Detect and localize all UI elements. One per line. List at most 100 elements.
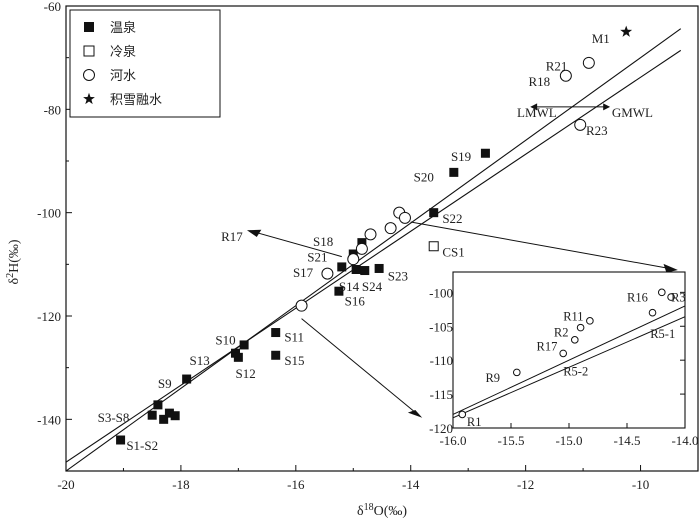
point-label: S9 — [158, 376, 172, 391]
lmwl-arrowhead — [530, 103, 538, 111]
point-label: S20 — [414, 170, 434, 185]
inset-point — [513, 368, 521, 377]
point-open-circle — [364, 228, 377, 241]
gmwl-arrowhead — [603, 103, 611, 111]
point-open-circle — [384, 222, 397, 235]
point-filled-square — [147, 410, 157, 420]
inset-point — [571, 336, 579, 344]
point-open-circle — [398, 211, 411, 224]
point-filled-square — [357, 238, 367, 248]
x-tick-label: -14 — [402, 477, 420, 492]
point-filled-square — [182, 374, 192, 384]
inset-point-label: R16 — [627, 290, 648, 304]
inset-x-tick-label: -16.0 — [439, 433, 466, 448]
y-tick-label: -100 — [37, 206, 61, 221]
y-tick-label: -80 — [44, 102, 61, 117]
inset-y-tick-label: -120 — [429, 421, 453, 436]
point-filled-square — [334, 286, 344, 296]
legend-label: 温泉 — [110, 20, 136, 36]
point-open-square — [428, 241, 439, 252]
point-label: S15 — [284, 353, 304, 368]
inset-point-label: R5-1 — [650, 327, 675, 341]
point-label: R17 — [221, 229, 243, 244]
r17-arrow-shaft — [249, 230, 342, 258]
point-label: S18 — [313, 234, 333, 249]
point-label: S10 — [215, 332, 235, 347]
point-label: S23 — [388, 269, 408, 284]
legend-label: 积雪融水 — [110, 93, 162, 108]
point-label: S19 — [451, 149, 471, 164]
point-filled-square — [271, 350, 281, 360]
point-filled-square — [170, 411, 180, 421]
point-label: R23 — [586, 123, 608, 138]
point-filled-square — [449, 167, 459, 177]
inset-y-tick-label: -115 — [430, 387, 453, 402]
inset-point-label: R5-2 — [563, 364, 588, 378]
point-open-circle — [582, 56, 595, 69]
point-filled-square — [271, 328, 281, 338]
point-filled-square — [233, 352, 243, 362]
inset-point — [667, 293, 675, 301]
inset-x-tick-label: -14.0 — [671, 433, 698, 448]
line-gmwl — [66, 28, 682, 471]
point-label: S11 — [284, 330, 304, 345]
y-axis-title: δ2H(‰) — [5, 239, 23, 284]
legend-marker — [83, 69, 95, 81]
point-filled-square — [351, 265, 361, 274]
point-filled-square — [116, 435, 126, 445]
point-open-circle — [347, 253, 360, 266]
point-filled-square — [429, 208, 439, 218]
point-label: R18 — [529, 74, 551, 89]
inset-x-tick-label: -15.5 — [497, 433, 524, 448]
point-label: GMWL — [612, 105, 653, 120]
point-label: S21 — [307, 250, 327, 265]
point-star — [620, 25, 633, 37]
x-tick-label: -20 — [57, 477, 74, 492]
inset-arrow-bottom — [301, 318, 420, 417]
point-label: S17 — [293, 265, 314, 280]
point-filled-square — [360, 266, 370, 276]
legend-marker — [84, 22, 94, 32]
inset-point-label: R11 — [563, 309, 583, 323]
point-filled-square — [239, 340, 249, 350]
inset-point — [586, 317, 594, 325]
point-label: S3-S8 — [98, 410, 130, 425]
point-label: R21 — [546, 58, 568, 73]
inset-point-label: R9 — [485, 371, 500, 385]
point-label: S24 — [362, 279, 383, 294]
inset-y-tick-label: -105 — [429, 319, 453, 334]
point-filled-square — [480, 148, 490, 158]
line-lmwl — [66, 49, 682, 463]
y-tick-label: -120 — [37, 309, 61, 324]
legend-label: 冷泉 — [110, 44, 136, 60]
inset-point-label: R2 — [554, 326, 569, 340]
point-label: LMWL — [517, 105, 557, 120]
legend-marker — [83, 92, 95, 105]
point-filled-square — [164, 408, 174, 418]
inset-point — [559, 349, 568, 358]
point-filled-square — [337, 262, 347, 272]
point-open-circle — [574, 118, 587, 131]
inset-arrow-top-head — [663, 263, 678, 273]
inset-point — [458, 410, 467, 419]
point-filled-square — [374, 263, 384, 273]
x-axis-title: δ18O(‰) — [357, 502, 407, 520]
inset-line-gmwl — [453, 305, 685, 415]
point-open-circle — [355, 242, 368, 255]
point-label: S12 — [235, 366, 255, 381]
inset-arrow-bottom-head — [407, 410, 423, 418]
inset-arrow-top — [410, 221, 676, 270]
point-label: M1 — [592, 31, 610, 46]
x-tick-label: -18 — [172, 477, 189, 492]
legend-label: 河水 — [110, 69, 136, 84]
point-filled-square — [159, 414, 169, 424]
point-label: CS1 — [442, 244, 464, 259]
inset-point — [576, 323, 585, 332]
r17-arrowhead — [246, 229, 262, 237]
point-filled-square — [153, 400, 163, 410]
y-tick-label: -60 — [44, 0, 61, 14]
x-tick-label: -12 — [517, 477, 534, 492]
inset-y-tick-label: -100 — [429, 285, 453, 300]
inset-point-label: R17 — [537, 339, 558, 353]
